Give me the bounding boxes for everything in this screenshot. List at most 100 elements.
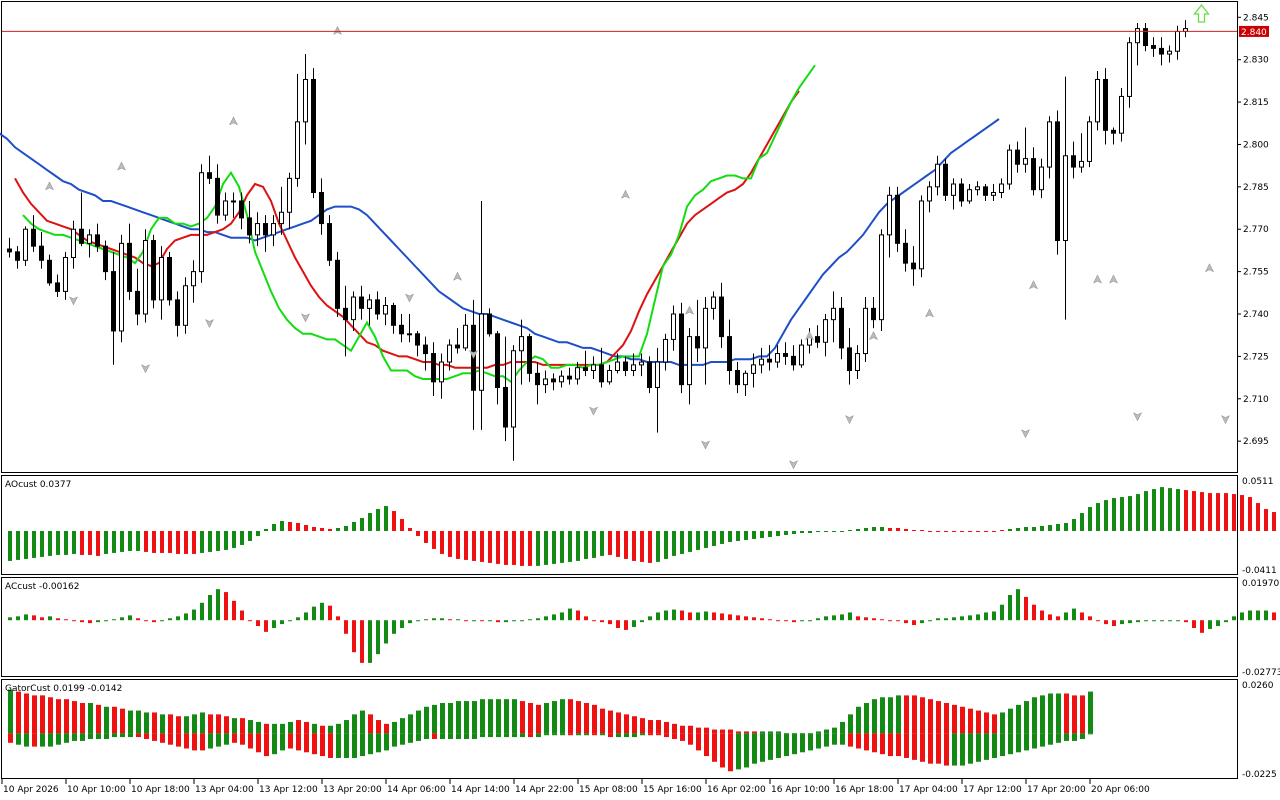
bull-candle xyxy=(703,307,708,349)
ao-bar xyxy=(944,530,948,532)
bull-candle xyxy=(199,172,204,273)
time-tick-label: 13 Apr 12:00 xyxy=(259,785,318,795)
gator-lower-bar xyxy=(824,733,829,747)
ac-bar xyxy=(568,608,572,621)
ac-bar xyxy=(360,620,364,663)
ao-min-label: -0.0411 xyxy=(1242,566,1277,576)
gator-lower-bar xyxy=(16,733,21,745)
gator-lower-bar xyxy=(496,733,501,738)
ac-bar xyxy=(936,618,940,621)
ac-bar xyxy=(336,616,340,621)
ac-bar xyxy=(552,614,556,621)
bear-candle xyxy=(335,259,340,309)
ac-bar xyxy=(368,620,372,663)
gator-upper-bar xyxy=(288,721,293,734)
ao-bar xyxy=(1248,497,1252,531)
gator-upper-bar xyxy=(872,699,877,734)
gator-min-label: -0.0225 xyxy=(1242,770,1277,780)
bull-candle xyxy=(223,200,228,216)
ac-bar xyxy=(48,616,52,621)
bull-candle xyxy=(919,200,924,270)
gator-lower-bar xyxy=(880,733,885,755)
bear-candle xyxy=(423,344,428,355)
gator-upper-bar xyxy=(480,699,485,734)
ao-bar xyxy=(632,530,636,561)
ao-bar xyxy=(1008,528,1012,531)
gator-upper-bar xyxy=(72,701,77,734)
ao-bar xyxy=(640,530,644,562)
gator-lower-bar xyxy=(688,733,693,745)
gator-lower-bar xyxy=(640,733,645,736)
ac-bar xyxy=(72,620,76,622)
gator-lower-bar xyxy=(768,733,773,760)
jaw-line xyxy=(0,118,1000,366)
time-tick-label: 17 Apr 04:00 xyxy=(899,785,958,795)
bear-candle xyxy=(111,271,116,332)
ao-bar xyxy=(528,530,532,566)
time-tick-label: 15 Apr 16:00 xyxy=(643,785,702,795)
ac-min-label: -0.02773 xyxy=(1242,668,1280,678)
gator-lower-bar xyxy=(1080,733,1085,740)
ac-bar xyxy=(416,620,420,622)
gator-lower-bar xyxy=(232,733,237,743)
ac-bar xyxy=(1216,620,1220,627)
ac-bar xyxy=(56,618,60,621)
bear-candle xyxy=(95,234,100,247)
fractal-down-arrow-icon xyxy=(1132,412,1143,422)
ao-panel[interactable] xyxy=(1,475,1238,575)
gator-upper-bar xyxy=(384,723,389,734)
gator-lower-bar xyxy=(160,733,165,743)
price-tick-label: 2.830 xyxy=(1243,56,1269,66)
gator-upper-bar xyxy=(912,695,917,734)
gator-upper-bar xyxy=(592,704,597,734)
time-tick-label: 14 Apr 14:00 xyxy=(451,785,510,795)
bear-candle xyxy=(783,353,788,357)
lips-line xyxy=(22,64,816,384)
gator-upper-bar xyxy=(1048,693,1053,734)
gator-lower-bar xyxy=(144,733,149,740)
gator-upper-bar xyxy=(696,727,701,734)
time-tick-label: 15 Apr 08:00 xyxy=(579,785,638,795)
bull-candle xyxy=(231,200,236,203)
bear-candle xyxy=(7,248,12,253)
ac-bar xyxy=(1128,620,1132,624)
ao-bar xyxy=(656,530,660,562)
ao-bar xyxy=(1200,492,1204,531)
bull-candle xyxy=(751,364,756,374)
gator-upper-bar xyxy=(1064,693,1069,734)
bear-candle xyxy=(431,353,436,383)
ac-bar xyxy=(592,620,596,622)
ao-bar xyxy=(416,530,420,536)
bull-candle xyxy=(559,375,564,383)
gator-lower-bar xyxy=(800,733,805,753)
bear-candle xyxy=(127,242,132,292)
ac-bar xyxy=(32,615,36,621)
gator-lower-bar xyxy=(24,733,29,747)
ao-bar xyxy=(792,530,796,534)
ac-panel[interactable] xyxy=(1,577,1238,677)
gator-upper-bar xyxy=(496,699,501,734)
gator-lower-bar xyxy=(504,733,509,738)
gator-upper-bar xyxy=(240,718,245,734)
price-tick-label: 2.815 xyxy=(1243,98,1269,108)
gator-upper-bar xyxy=(624,714,629,734)
gator-lower-bar xyxy=(1032,733,1037,749)
gator-lower-bar xyxy=(384,733,389,751)
gator-upper-bar xyxy=(56,699,61,734)
gator-upper-bar xyxy=(360,710,365,734)
ao-bar xyxy=(384,506,388,531)
bear-candle xyxy=(135,290,140,315)
ac-bar xyxy=(808,620,812,622)
gator-upper-bar xyxy=(488,699,493,734)
bear-candle xyxy=(79,228,84,244)
gator-lower-bar xyxy=(920,733,925,762)
ac-bar xyxy=(656,612,660,621)
fractal-up-arrow-icon xyxy=(116,161,127,171)
gator-upper-bar xyxy=(80,702,85,734)
bear-candle xyxy=(327,223,332,261)
gator-panel[interactable] xyxy=(1,679,1238,779)
bull-candle xyxy=(63,256,68,292)
bear-candle xyxy=(551,378,556,383)
price-panel[interactable] xyxy=(1,1,1238,473)
